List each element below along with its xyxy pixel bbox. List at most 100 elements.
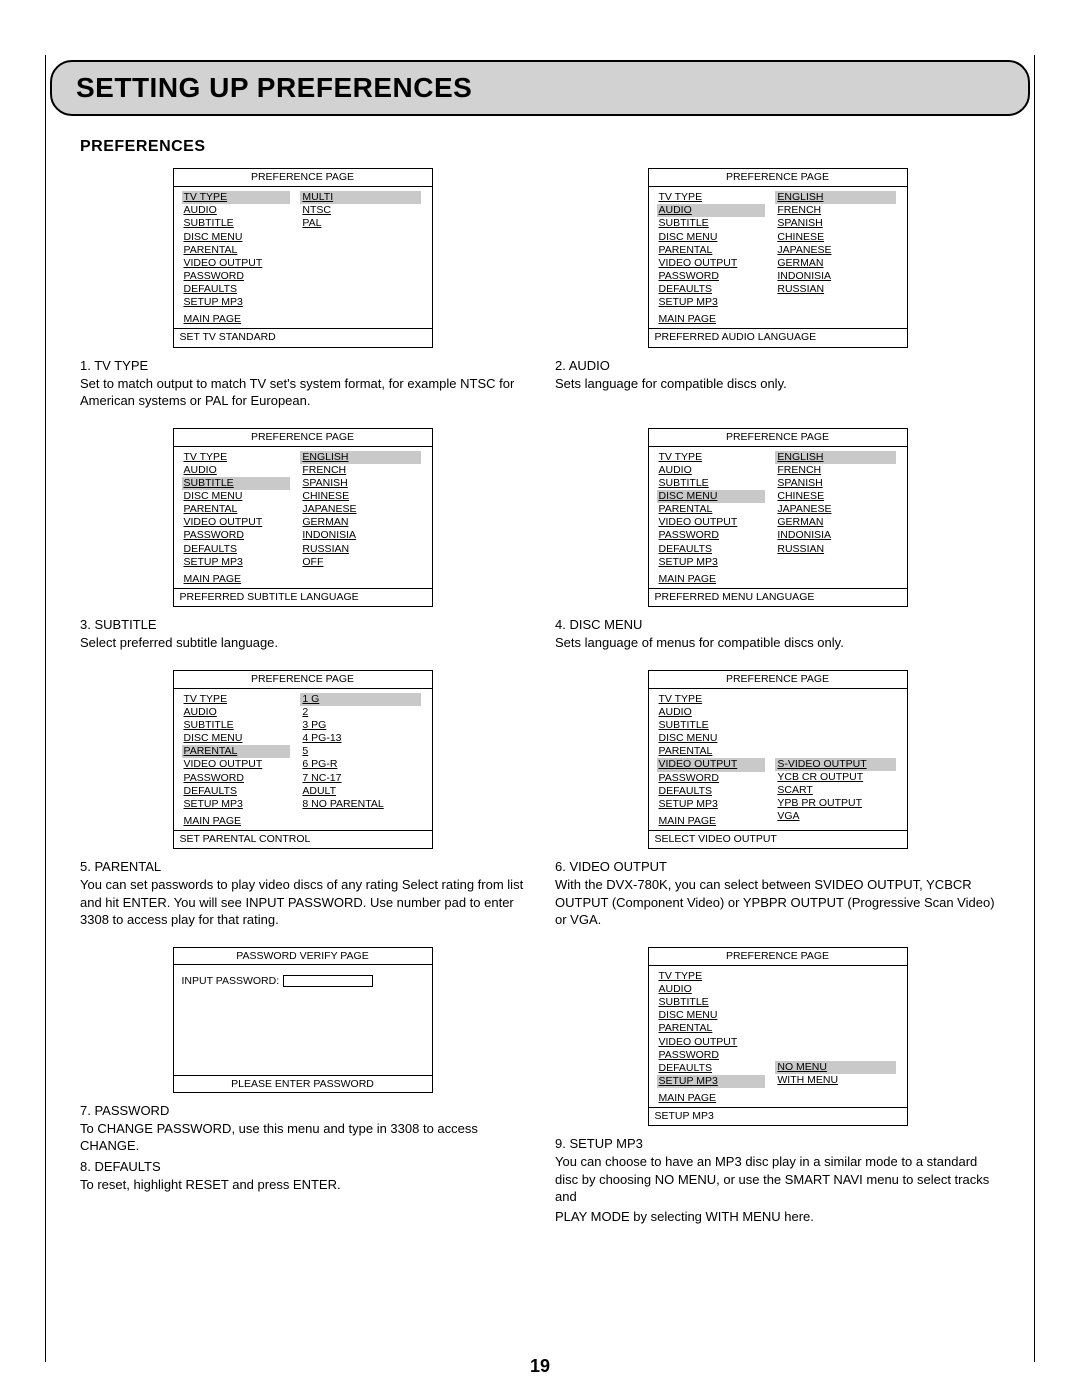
menu-right-item: RUSSIAN xyxy=(300,543,421,556)
menu-left-item: MAIN PAGE xyxy=(182,313,291,326)
menu-left-item: MAIN PAGE xyxy=(182,815,291,828)
menu-left-item: VIDEO OUTPUT xyxy=(182,257,291,270)
menu-left-item: PARENTAL xyxy=(182,745,291,758)
menu-header: PREFERENCE PAGE xyxy=(649,671,907,689)
menu-header: PREFERENCE PAGE xyxy=(649,429,907,447)
menu-left-item: PARENTAL xyxy=(182,244,291,257)
menu-footer: SETUP MP3 xyxy=(649,1107,907,1125)
menu-tv-type: PREFERENCE PAGE TV TYPEAUDIOSUBTITLEDISC… xyxy=(173,168,433,348)
item-title: 5. PARENTAL xyxy=(80,859,525,874)
section-heading: PREFERENCES xyxy=(80,138,1000,156)
menu-right-item: CHINESE xyxy=(775,231,896,244)
menu-parental: PREFERENCE PAGE TV TYPEAUDIOSUBTITLEDISC… xyxy=(173,670,433,850)
menu-header: PREFERENCE PAGE xyxy=(174,169,432,187)
item-title: 9. SETUP MP3 xyxy=(555,1136,1000,1151)
menu-right-item: 1 G xyxy=(300,693,421,706)
menu-left-item: SETUP MP3 xyxy=(182,296,291,309)
item-desc: You can choose to have an MP3 disc play … xyxy=(555,1153,1000,1206)
menu-header: PREFERENCE PAGE xyxy=(649,948,907,966)
menu-left-item: VIDEO OUTPUT xyxy=(182,516,291,529)
menu-left-item: AUDIO xyxy=(182,204,291,217)
menu-left-item: DISC MENU xyxy=(182,490,291,503)
menu-left-item: MAIN PAGE xyxy=(657,313,766,326)
menu-right-item: JAPANESE xyxy=(300,503,421,516)
menu-right-item: FRENCH xyxy=(775,464,896,477)
menu-left-item: AUDIO xyxy=(657,464,766,477)
menu-right-item: JAPANESE xyxy=(775,244,896,257)
menu-right-item: FRENCH xyxy=(300,464,421,477)
menu-right-item: YPB PR OUTPUT xyxy=(775,797,896,810)
menu-left-item: DEFAULTS xyxy=(182,785,291,798)
menu-left-item: MAIN PAGE xyxy=(657,815,766,828)
menu-right-item: 6 PG-R xyxy=(300,758,421,771)
menu-right-item: YCB CR OUTPUT xyxy=(775,771,896,784)
menu-left-item: VIDEO OUTPUT xyxy=(657,257,766,270)
menu-left-item: SETUP MP3 xyxy=(657,556,766,569)
menu-left-item: DISC MENU xyxy=(657,732,766,745)
menu-left-item: SETUP MP3 xyxy=(657,296,766,309)
page-banner: SETTING UP PREFERENCES xyxy=(50,60,1030,116)
menu-right-item: GERMAN xyxy=(775,257,896,270)
menu-left-item: PASSWORD xyxy=(182,772,291,785)
menu-right-item: FRENCH xyxy=(775,204,896,217)
menu-left-item: SETUP MP3 xyxy=(657,1075,766,1088)
menu-left-item: SUBTITLE xyxy=(657,719,766,732)
menu-right-item: RUSSIAN xyxy=(775,543,896,556)
password-label: INPUT PASSWORD: xyxy=(182,975,280,987)
menu-right-item: INDONISIA xyxy=(775,270,896,283)
menu-left-item: SUBTITLE xyxy=(182,217,291,230)
menu-left-item: MAIN PAGE xyxy=(182,573,291,586)
menu-right-item: SPANISH xyxy=(775,477,896,490)
menu-left-item: SETUP MP3 xyxy=(182,556,291,569)
item-title: 4. DISC MENU xyxy=(555,617,1000,632)
menu-left-item: DEFAULTS xyxy=(657,283,766,296)
menu-left-item: TV TYPE xyxy=(657,451,766,464)
menu-right-item: MULTI xyxy=(300,191,421,204)
item-title: 7. PASSWORD xyxy=(80,1103,525,1118)
menu-left-item: PASSWORD xyxy=(182,270,291,283)
password-input-box xyxy=(283,975,373,987)
menu-left-item: SUBTITLE xyxy=(182,477,291,490)
menu-left-item: DEFAULTS xyxy=(182,283,291,296)
item-desc: Select preferred subtitle language. xyxy=(80,634,525,652)
menu-left-item: TV TYPE xyxy=(657,970,766,983)
menu-right-item: CHINESE xyxy=(775,490,896,503)
item-desc: You can set passwords to play video disc… xyxy=(80,876,525,929)
menu-left-item: TV TYPE xyxy=(657,693,766,706)
menu-left-item: DISC MENU xyxy=(182,231,291,244)
menu-left-item: AUDIO xyxy=(657,983,766,996)
menu-right-item: 8 NO PARENTAL xyxy=(300,798,421,811)
menu-left-item: DISC MENU xyxy=(657,1009,766,1022)
menu-footer: PREFERRED SUBTITLE LANGUAGE xyxy=(174,588,432,606)
menu-left-item: VIDEO OUTPUT xyxy=(182,758,291,771)
menu-left-item: PARENTAL xyxy=(657,503,766,516)
menu-footer: PLEASE ENTER PASSWORD xyxy=(174,1075,432,1092)
menu-right-item: 4 PG-13 xyxy=(300,732,421,745)
menu-right-item: JAPANESE xyxy=(775,503,896,516)
menu-left-item: DEFAULTS xyxy=(182,543,291,556)
password-box: PASSWORD VERIFY PAGE INPUT PASSWORD: PLE… xyxy=(173,947,433,1093)
menu-right-item: RUSSIAN xyxy=(775,283,896,296)
menu-disc-menu: PREFERENCE PAGE TV TYPEAUDIOSUBTITLEDISC… xyxy=(648,428,908,608)
menu-header: PREFERENCE PAGE xyxy=(649,169,907,187)
menu-right-item: SPANISH xyxy=(300,477,421,490)
menu-right-item: INDONISIA xyxy=(300,529,421,542)
menu-left-item: VIDEO OUTPUT xyxy=(657,1036,766,1049)
menu-left-item: VIDEO OUTPUT xyxy=(657,758,766,771)
menu-header: PREFERENCE PAGE xyxy=(174,671,432,689)
menu-footer: SET PARENTAL CONTROL xyxy=(174,830,432,848)
item-title: 6. VIDEO OUTPUT xyxy=(555,859,1000,874)
menu-footer: PREFERRED AUDIO LANGUAGE xyxy=(649,328,907,346)
menu-right-item: INDONISIA xyxy=(775,529,896,542)
item-desc: Sets language for compatible discs only. xyxy=(555,375,1000,393)
menu-right-item: 3 PG xyxy=(300,719,421,732)
menu-right-item: GERMAN xyxy=(775,516,896,529)
menu-header: PASSWORD VERIFY PAGE xyxy=(174,948,432,965)
menu-right-item: PAL xyxy=(300,217,421,230)
menu-left-item: AUDIO xyxy=(657,204,766,217)
menu-left-item: AUDIO xyxy=(182,706,291,719)
menu-left-item: SETUP MP3 xyxy=(657,798,766,811)
menu-right-item: WITH MENU xyxy=(775,1074,896,1087)
menu-left-item: PASSWORD xyxy=(182,529,291,542)
menu-right-item: OFF xyxy=(300,556,421,569)
